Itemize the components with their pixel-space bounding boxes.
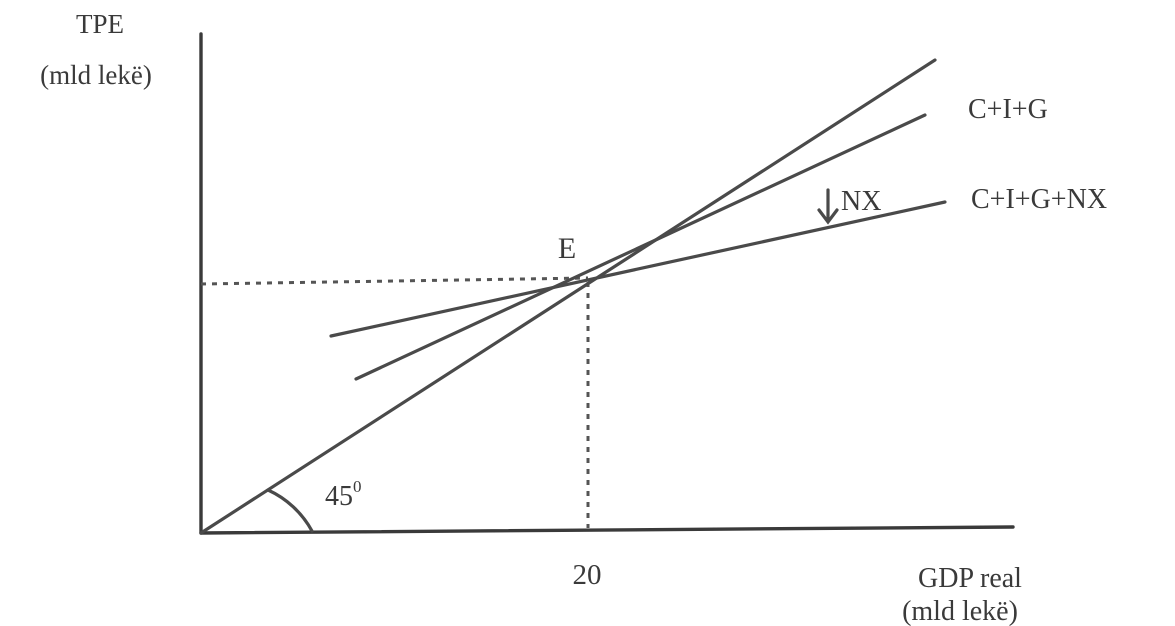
45-degree-line bbox=[199, 58, 937, 535]
nx-shift-label: NX bbox=[841, 186, 881, 217]
equilibrium-horizontal-guide bbox=[200, 276, 589, 286]
cig-curve-label: C+I+G bbox=[968, 94, 1048, 125]
equilibrium-label: E bbox=[558, 232, 576, 265]
angle-label: 450 bbox=[325, 477, 362, 512]
cignx-curve bbox=[329, 200, 947, 338]
x-tick-label: 20 bbox=[573, 559, 602, 591]
cig-curve bbox=[354, 113, 927, 381]
x-axis bbox=[199, 525, 1015, 535]
y-axis-label-line2: (mld lekë) bbox=[40, 60, 152, 90]
y-axis-label-line1: TPE bbox=[76, 9, 124, 39]
x-axis-label-line2: (mld lekë) bbox=[902, 596, 1018, 626]
angle-superscript: 0 bbox=[353, 477, 362, 496]
down-arrow-icon bbox=[817, 188, 839, 225]
cignx-curve-label: C+I+G+NX bbox=[971, 184, 1107, 215]
angle-arc bbox=[266, 488, 314, 533]
x-axis-label-line1: GDP real bbox=[918, 563, 1022, 594]
angle-value: 45 bbox=[325, 481, 353, 512]
